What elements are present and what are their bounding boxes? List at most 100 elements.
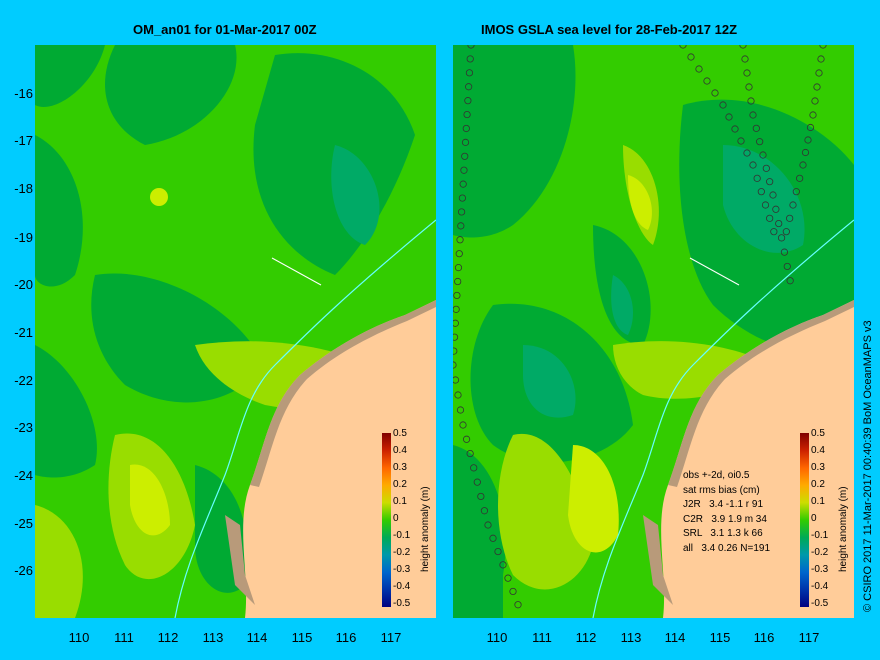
track-marker — [462, 435, 471, 443]
track-marker — [461, 138, 470, 146]
track-marker — [455, 250, 463, 258]
track-marker — [766, 178, 774, 186]
track-marker — [454, 391, 462, 399]
stats-row: SRL 3.1 1.3 k 66 — [683, 528, 763, 539]
track-marker — [458, 194, 466, 202]
track-marker — [466, 449, 474, 458]
track-marker — [737, 137, 745, 145]
track-marker — [809, 111, 817, 119]
x-tick: 111 — [532, 630, 552, 645]
track-marker — [695, 65, 703, 73]
track-marker — [753, 174, 761, 182]
track-marker — [473, 478, 481, 486]
track-marker — [719, 101, 727, 109]
right-colorbar-tick: 0.4 — [811, 445, 825, 456]
track-marker — [801, 148, 810, 157]
right-colorbar-tick: -0.4 — [811, 581, 829, 592]
right-colorbar-tick: 0.3 — [811, 462, 825, 473]
left-colorbar-tick: -0.5 — [393, 598, 411, 609]
track-marker — [453, 305, 460, 313]
track-marker — [745, 83, 753, 91]
left-map — [35, 45, 436, 618]
right-map — [453, 45, 854, 618]
track-marker — [470, 464, 478, 472]
track-marker — [463, 110, 471, 119]
track-marker — [747, 97, 755, 105]
track-marker — [731, 125, 739, 133]
track-marker — [796, 174, 804, 182]
left-colorbar-tick: 0.4 — [393, 445, 407, 456]
y-tick: -21 — [14, 325, 33, 340]
track-marker — [459, 180, 467, 188]
track-marker — [813, 83, 821, 91]
track-marker — [757, 188, 765, 196]
track-marker — [770, 228, 778, 236]
satellite-track-marks — [453, 45, 827, 609]
track-marker — [786, 214, 794, 222]
track-marker — [762, 164, 770, 172]
track-marker — [759, 151, 767, 159]
y-tick: -19 — [14, 230, 33, 245]
track-marker — [766, 214, 774, 222]
track-marker — [741, 55, 749, 63]
x-tick: 116 — [753, 630, 775, 645]
right-colorbar-title: height anomaly (m) — [838, 486, 849, 572]
x-tick: 115 — [291, 630, 313, 645]
stats-row: C2R 3.9 1.9 m 34 — [683, 513, 767, 525]
track-marker — [749, 111, 757, 119]
track-marker — [815, 69, 823, 77]
track-marker — [489, 534, 497, 542]
track-marker — [466, 55, 474, 63]
track-marker — [756, 138, 764, 146]
track-marker — [494, 547, 502, 556]
track-marker — [775, 219, 783, 228]
track-marker — [739, 45, 747, 49]
left-colorbar-tick: 0.5 — [393, 428, 407, 439]
track-marker — [453, 333, 459, 341]
track-marker — [804, 136, 812, 144]
x-tick: 116 — [335, 630, 357, 645]
x-tick: 111 — [114, 630, 134, 645]
right-colorbar-tick: -0.1 — [811, 530, 829, 541]
x-tick: 110 — [68, 630, 90, 645]
left-colorbar-tick: -0.3 — [393, 564, 411, 575]
track-marker — [453, 291, 461, 300]
stats-row: J2R 3.4 -1.1 r 91 — [683, 499, 764, 510]
x-tick: 113 — [620, 630, 642, 645]
track-marker — [457, 222, 465, 230]
left-colorbar-tick: 0.3 — [393, 462, 407, 473]
track-marker — [703, 77, 711, 85]
left-colorbar-tick: 0 — [393, 513, 399, 524]
y-tick: -25 — [14, 516, 33, 531]
track-marker — [780, 248, 789, 256]
track-marker — [806, 123, 815, 132]
track-marker — [454, 264, 463, 272]
track-marker — [453, 361, 457, 369]
track-marker — [464, 97, 472, 105]
track-marker — [725, 113, 733, 121]
stats-header: obs +-2d, oi0.5 — [683, 470, 750, 481]
track-marker — [454, 277, 462, 286]
right-panel-title: IMOS GSLA sea level for 28-Feb-2017 12Z — [481, 22, 738, 37]
track-marker — [789, 201, 797, 209]
track-marker — [769, 191, 777, 199]
right-colorbar-tick: 0.5 — [811, 428, 825, 439]
track-marker — [453, 347, 458, 355]
obs-stats-legend: obs +-2d, oi0.5 sat rms bias (cm) J2R 3.4 … — [683, 469, 770, 556]
left-colorbar-title: height anomaly (m) — [420, 486, 431, 572]
track-marker — [687, 53, 695, 61]
credit-text: © CSIRO 2017 11-Mar-2017 00:40:39 BoM Oc… — [862, 320, 874, 612]
x-tick: 114 — [664, 630, 686, 645]
left-panel-title: OM_an01 for 01-Mar-2017 00Z — [133, 22, 317, 37]
track-marker — [514, 601, 522, 609]
track-marker — [783, 262, 791, 271]
x-tick: 112 — [157, 630, 179, 645]
track-marker — [777, 234, 786, 242]
y-tick: -26 — [14, 563, 33, 578]
track-marker — [456, 406, 465, 414]
stats-row: all 3.4 0.26 N=191 — [683, 542, 771, 554]
track-marker — [811, 97, 819, 105]
track-marker — [461, 152, 469, 160]
y-tick: -16 — [14, 86, 33, 101]
x-tick: 115 — [709, 630, 731, 645]
